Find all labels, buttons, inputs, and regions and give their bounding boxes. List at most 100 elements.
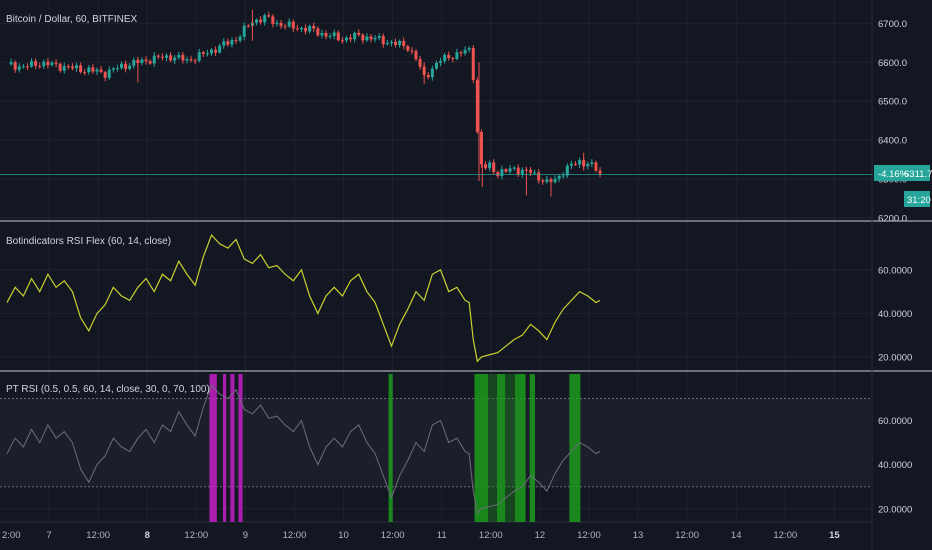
candle-body — [254, 19, 258, 23]
candle-body — [304, 27, 308, 32]
x-tick-label: 12:00 — [773, 530, 797, 541]
x-tick-label: 10 — [338, 530, 349, 541]
candle-body — [30, 61, 34, 67]
candle-body — [537, 172, 541, 181]
candle-body — [332, 32, 336, 36]
x-tick-label: 11 — [437, 530, 447, 541]
x-tick-label: 7 — [46, 530, 51, 541]
x-tick-label: 12:00 — [577, 530, 601, 541]
candle-body — [295, 28, 299, 30]
candle-body — [545, 179, 549, 182]
sell-zone — [209, 374, 217, 522]
candle-body — [201, 52, 205, 54]
candle-body — [75, 65, 79, 69]
candle-body — [189, 59, 193, 61]
y-tick-label: 60.0000 — [878, 265, 912, 276]
candle-body — [529, 169, 533, 173]
candle-body — [25, 66, 29, 68]
candle-body — [504, 169, 508, 172]
candle-body — [21, 66, 25, 68]
x-tick-label: 12:00 — [381, 530, 405, 541]
candle-body — [406, 46, 410, 51]
candle-body — [349, 37, 353, 40]
candle-body — [279, 22, 283, 27]
candle-body — [426, 75, 430, 78]
candle-body — [177, 54, 181, 58]
candle-body — [103, 72, 107, 78]
candle-body — [210, 49, 213, 54]
price-badge-box — [874, 165, 930, 181]
candle-body — [541, 180, 545, 182]
series — [0, 9, 872, 515]
candle-body — [312, 25, 316, 29]
candle-body — [316, 28, 320, 36]
price-change-label: -4.16% — [878, 169, 909, 180]
candle-body — [46, 61, 50, 66]
bar-countdown-label: 31:20 — [907, 195, 931, 206]
candle-body — [328, 35, 332, 37]
candle-body — [455, 52, 459, 60]
candle-body — [120, 63, 124, 69]
candle-body — [569, 163, 573, 166]
faint-buy-zone — [505, 374, 515, 522]
candle-body — [132, 60, 136, 66]
y-tick-label: 6600.0 — [878, 58, 907, 69]
candle-body — [418, 59, 422, 67]
candle-body — [443, 54, 447, 62]
pt-rsi-line — [6, 384, 601, 515]
rsi-pane-title: Botindicators RSI Flex (60, 14, close) — [6, 236, 171, 247]
candle-body — [439, 61, 443, 63]
candle-body — [50, 62, 54, 66]
x-tick-label: 12:00 — [479, 530, 503, 541]
y-tick-label: 40.0000 — [878, 309, 912, 320]
candle-body — [381, 36, 385, 45]
candle-body — [414, 51, 418, 60]
candle-body — [520, 169, 524, 175]
candle-body — [389, 41, 393, 44]
candle-body — [447, 54, 451, 59]
candle-body — [246, 25, 250, 27]
candle-body — [565, 165, 569, 176]
candle-body — [185, 59, 189, 61]
candle-body — [594, 162, 598, 171]
last-price-badge: -4.16% 6311.7 31:20 — [874, 165, 932, 207]
candle-body — [214, 49, 218, 53]
main-pane-title: Bitcoin / Dollar, 60, BITFINEX — [6, 14, 137, 25]
candle-body — [299, 27, 303, 30]
y-tick-label: 6500.0 — [878, 97, 907, 108]
candle-body — [578, 160, 582, 165]
sell-zone — [230, 374, 235, 522]
candle-body — [34, 61, 38, 66]
candle-body — [553, 178, 557, 183]
candle-body — [66, 66, 70, 68]
candle-body — [508, 168, 512, 172]
candle-body — [205, 53, 209, 55]
signal-zones — [0, 374, 872, 522]
faint-buy-zone — [487, 374, 497, 522]
buy-zone — [474, 374, 488, 522]
y-tick-label: 6700.0 — [878, 19, 907, 30]
candle-body — [353, 32, 357, 40]
x-tick-label: 15 — [829, 530, 840, 541]
x-tick-label: 8 — [145, 530, 150, 541]
x-tick-label: 12:00 — [675, 530, 699, 541]
candle-body — [361, 34, 365, 41]
candle-body — [38, 65, 42, 67]
candle-body — [377, 36, 381, 39]
candle-body — [287, 21, 291, 27]
x-tick-label: 12:00 — [283, 530, 307, 541]
candle-body — [496, 172, 500, 177]
candle-body — [169, 55, 173, 61]
candle-body — [590, 162, 594, 165]
candle-body — [500, 169, 504, 177]
candle-body — [291, 21, 295, 29]
candle-body — [99, 69, 103, 73]
candle-body — [434, 62, 438, 69]
candle-body — [62, 66, 66, 71]
candle-body — [259, 19, 263, 23]
candle-body — [471, 48, 475, 81]
y-tick-label: 6400.0 — [878, 136, 907, 147]
candle-body — [385, 43, 389, 45]
